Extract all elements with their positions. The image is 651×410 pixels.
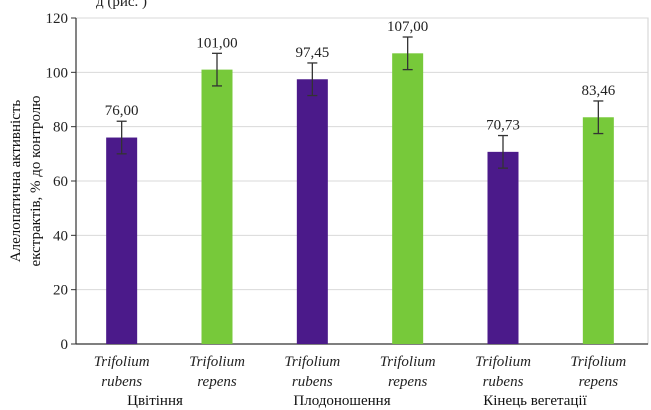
grid-layer — [75, 17, 649, 345]
y-axis-title-line-2: екстрактів, % до контролю — [28, 96, 44, 267]
category-label-line-2: repens — [579, 374, 619, 390]
y-tick-label: 80 — [53, 120, 68, 136]
data-label: 97,45 — [295, 45, 329, 61]
category-label-line-1: Trifolium — [380, 354, 436, 370]
group-label: Цвітіння — [127, 393, 183, 409]
axis-layer: 0 20 40 60 80 100 120 — [46, 11, 648, 353]
bar — [487, 151, 519, 344]
group-label: Кінець вегетації — [483, 393, 587, 409]
label-layer: 76,00 Trifolium rubens 101,00 Trifolium repen… — [94, 19, 627, 409]
category-label-line-2: repens — [388, 374, 428, 390]
bar — [201, 69, 233, 344]
bar — [296, 79, 328, 344]
data-label: 101,00 — [196, 35, 237, 51]
y-tick-label: 0 — [61, 337, 69, 353]
y-tick-label: 20 — [53, 283, 68, 299]
data-label: 70,73 — [486, 118, 520, 134]
category-label-line-1: Trifolium — [570, 354, 626, 370]
category-label-line-1: Trifolium — [94, 354, 150, 370]
y-tick-label: 40 — [53, 228, 68, 244]
y-tick-label: 120 — [46, 11, 69, 27]
y-axis-title-line-1: Алелопатична активність — [8, 100, 24, 263]
header-fragment: д (рис. ) — [96, 0, 147, 10]
category-label-line-2: repens — [197, 374, 237, 390]
category-label-line-1: Trifolium — [189, 354, 245, 370]
category-label-line-1: Trifolium — [475, 354, 531, 370]
bar — [106, 137, 138, 344]
y-tick-label: 60 — [53, 174, 68, 190]
data-label: 76,00 — [105, 103, 139, 119]
bar-layer — [106, 36, 614, 345]
category-label-line-2: rubens — [292, 374, 333, 390]
category-label-line-2: rubens — [483, 374, 524, 390]
data-label: 107,00 — [387, 19, 428, 35]
bar — [582, 117, 614, 344]
y-tick-label: 100 — [46, 65, 69, 81]
category-label-line-1: Trifolium — [284, 354, 340, 370]
bar — [392, 53, 424, 345]
data-label: 83,46 — [581, 83, 615, 99]
category-label-line-2: rubens — [101, 374, 142, 390]
group-label: Плодоношення — [293, 393, 390, 409]
